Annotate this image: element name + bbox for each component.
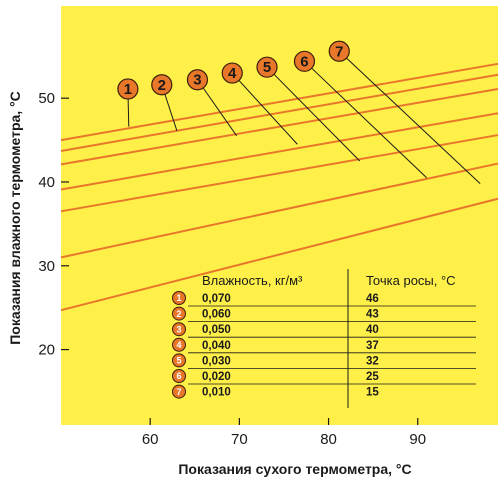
table-row-marker-5 [172, 353, 186, 368]
series-line-2 [60, 73, 499, 152]
x-tick-label-70: 70 [231, 431, 248, 448]
series-line-4 [60, 112, 499, 191]
series-marker-label-5: 5 [263, 59, 271, 76]
series-marker-5 [256, 56, 278, 78]
table-cell-dew-3: 40 [366, 324, 379, 336]
table-header-dew-point: Точка росы, °C [366, 273, 456, 288]
table-header-humidity: Влажность, кг/м³ [202, 273, 303, 288]
table-row-number-3: 3 [176, 324, 181, 334]
series-marker-label-6: 6 [300, 53, 308, 70]
table-cell-humidity-6: 0,020 [202, 371, 231, 383]
leader-line-3 [197, 79, 238, 137]
y-axis-ticks: 20 30 40 50 [38, 90, 69, 359]
series-marker-1 [117, 78, 139, 100]
series-line-7 [60, 197, 499, 312]
y-tick-label-40: 40 [38, 174, 55, 191]
table-row-marker-2 [172, 306, 186, 321]
leader-line-6 [304, 60, 427, 179]
y-tick-label-30: 30 [38, 258, 55, 275]
series-marker-label-1: 1 [124, 81, 132, 98]
legend-table: Влажность, кг/м³ Точка росы, °C1 0,070 462 0… [172, 269, 476, 408]
x-tick-label-60: 60 [142, 431, 159, 448]
y-tick-label-50: 50 [38, 90, 55, 107]
y-tick-label-20: 20 [38, 342, 55, 359]
table-cell-dew-5: 32 [366, 355, 379, 367]
table-row-number-5: 5 [176, 356, 181, 366]
table-row-number-4: 4 [176, 340, 181, 350]
series-marker-label-3: 3 [193, 72, 201, 89]
leader-line-7 [338, 50, 481, 185]
table-row-number-6: 6 [176, 371, 181, 381]
series-marker-4 [221, 62, 243, 84]
series-line-5 [60, 134, 499, 213]
table-cell-dew-6: 25 [366, 371, 379, 383]
table-cell-dew-2: 43 [366, 309, 379, 321]
table-row-marker-4 [172, 337, 186, 352]
series-line-3 [60, 87, 499, 166]
series-line-1 [60, 62, 499, 142]
table-cell-dew-1: 46 [366, 293, 379, 305]
table-row-marker-7 [172, 384, 186, 399]
series-marker-6 [293, 50, 316, 72]
x-tick-label-90: 90 [409, 431, 426, 448]
table-cell-humidity-5: 0,030 [202, 355, 231, 367]
table-cell-humidity-7: 0,010 [202, 387, 231, 399]
table-cell-dew-7: 15 [366, 387, 379, 399]
series-marker-3 [186, 69, 209, 91]
table-row-marker-6 [172, 369, 186, 383]
table-row-number-7: 7 [176, 387, 181, 397]
leader-line-4 [231, 72, 298, 145]
table-cell-humidity-4: 0,040 [202, 340, 231, 352]
table-row-number-2: 2 [176, 309, 181, 319]
series-lines [60, 62, 499, 312]
table-cell-humidity-1: 0,070 [202, 293, 231, 305]
series-markers: 1 2 3 4 5 6 7 [117, 40, 350, 100]
leader-line-5 [266, 66, 361, 162]
table-row-marker-1 [172, 291, 186, 305]
y-axis-title: Показания влажного термометра, °C [7, 91, 23, 345]
table-row-number-1: 1 [176, 293, 181, 303]
series-marker-2 [151, 74, 173, 96]
table-cell-dew-4: 37 [366, 340, 379, 352]
series-marker-label-2: 2 [158, 77, 166, 94]
table-cell-humidity-2: 0,060 [202, 309, 231, 321]
series-marker-label-4: 4 [228, 65, 237, 82]
series-line-6 [60, 162, 499, 259]
table-row-marker-3 [172, 322, 186, 337]
table-cell-humidity-3: 0,050 [202, 324, 231, 336]
x-tick-label-80: 80 [320, 431, 337, 448]
series-marker-label-7: 7 [335, 43, 343, 60]
series-marker-7 [328, 40, 350, 62]
x-axis-ticks: 60 70 80 90 [142, 418, 426, 448]
x-axis-title: Показания сухого термометра, °C [178, 461, 411, 477]
